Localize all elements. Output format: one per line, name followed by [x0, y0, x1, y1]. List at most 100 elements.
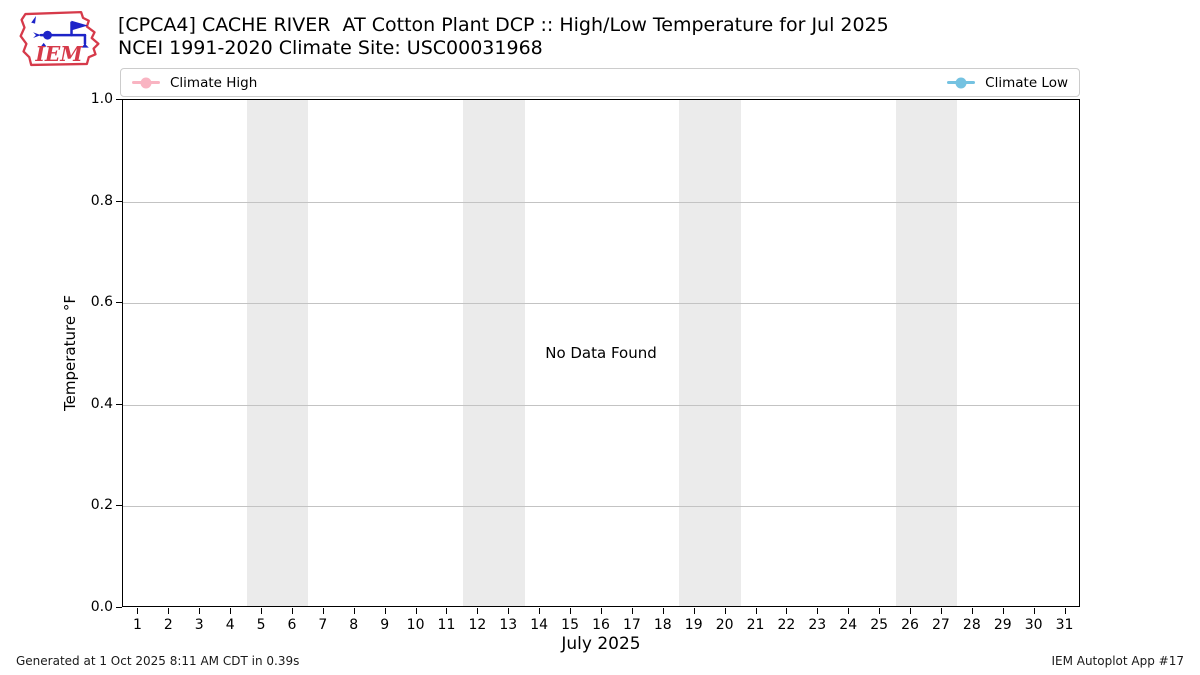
x-tick-label: 26 [901, 617, 919, 633]
x-tick-label: 3 [194, 617, 204, 633]
x-tick-mark [1064, 608, 1066, 614]
x-tick-mark [230, 608, 232, 614]
x-tick-label: 12 [468, 617, 487, 633]
x-tick-mark [291, 608, 293, 614]
x-tick-label: 22 [777, 617, 796, 633]
x-tick-mark [786, 608, 788, 614]
chart-title: [CPCA4] CACHE RIVER AT Cotton Plant DCP … [118, 14, 889, 36]
iem-logo-text: IEM [34, 42, 83, 66]
x-tick-label: 17 [622, 617, 641, 633]
x-tick-mark [415, 608, 417, 614]
x-tick-mark [755, 608, 757, 614]
y-tick-mark [116, 607, 122, 608]
x-tick-mark [353, 608, 355, 614]
x-tick-mark [693, 608, 695, 614]
x-axis-label: July 2025 [561, 634, 641, 654]
legend-label-climate-low: Climate Low [985, 74, 1068, 91]
weekend-band [895, 100, 958, 606]
no-data-message: No Data Found [545, 344, 657, 362]
x-tick-label: 18 [653, 617, 672, 633]
x-tick-mark [662, 608, 664, 614]
x-tick-label: 5 [256, 617, 266, 633]
y-gridline [123, 303, 1079, 305]
x-tick-label: 15 [561, 617, 580, 633]
y-tick-label: 0.8 [90, 192, 113, 209]
x-tick-mark [322, 608, 324, 614]
x-tick-mark [940, 608, 942, 614]
x-tick-mark [631, 608, 633, 614]
chart-subtitle: NCEI 1991-2020 Climate Site: USC00031968 [118, 37, 543, 60]
y-tick-label: 0.4 [90, 395, 113, 412]
x-tick-label: 31 [1055, 617, 1074, 633]
x-tick-label: 10 [406, 617, 425, 633]
x-tick-label: 4 [225, 617, 235, 633]
x-tick-mark [724, 608, 726, 614]
weekend-band [462, 100, 525, 606]
weekend-band [679, 100, 742, 606]
x-tick-label: 9 [380, 617, 390, 633]
legend-item-climate-high: Climate High [132, 75, 257, 91]
y-tick-label: 0.0 [90, 599, 113, 615]
x-tick-label: 25 [870, 617, 889, 633]
x-tick-label: 16 [592, 617, 610, 633]
x-tick-label: 1 [132, 617, 142, 633]
y-tick-label: 0.2 [90, 497, 113, 514]
y-tick-label: 1.0 [90, 91, 113, 107]
x-tick-mark [168, 608, 170, 614]
app-credit: IEM Autoplot App #17 [1051, 654, 1184, 668]
x-tick-label: 30 [1024, 617, 1043, 633]
x-tick-mark [879, 608, 881, 614]
x-tick-label: 8 [349, 617, 359, 633]
y-tick-mark [116, 403, 122, 405]
x-tick-label: 28 [962, 617, 981, 633]
x-tick-label: 2 [163, 617, 173, 633]
x-tick-label: 13 [499, 617, 518, 633]
y-gridline [123, 201, 1079, 203]
x-tick-mark [817, 608, 819, 614]
x-tick-label: 29 [993, 617, 1012, 633]
x-tick-mark [910, 608, 912, 614]
y-gridline [123, 506, 1079, 508]
legend: Climate High Climate Low [120, 68, 1080, 97]
x-tick-mark [1002, 608, 1004, 614]
x-tick-mark [477, 608, 479, 614]
x-tick-label: 6 [287, 617, 297, 633]
x-tick-mark [848, 608, 850, 614]
x-tick-mark [446, 608, 448, 614]
y-tick-mark [116, 99, 122, 100]
x-tick-label: 23 [808, 617, 827, 633]
x-tick-label: 24 [839, 617, 858, 633]
y-gridline [123, 404, 1079, 406]
x-tick-label: 11 [437, 617, 456, 633]
x-tick-mark [137, 608, 139, 614]
y-tick-mark [116, 200, 122, 202]
x-tick-mark [384, 608, 386, 614]
x-tick-mark [570, 608, 572, 614]
legend-item-climate-low: Climate Low [947, 75, 1068, 91]
iem-logo: IEM [12, 6, 108, 72]
weekend-band [246, 100, 309, 606]
x-tick-label: 14 [530, 617, 549, 633]
x-tick-mark [508, 608, 510, 614]
x-tick-mark [539, 608, 541, 614]
x-tick-mark [199, 608, 201, 614]
plot-area: No Data Found [122, 99, 1080, 607]
x-tick-mark [971, 608, 973, 614]
legend-label-climate-high: Climate High [170, 74, 258, 91]
y-tick-mark [116, 505, 122, 507]
x-tick-label: 20 [715, 617, 734, 633]
x-tick-label: 27 [932, 617, 950, 633]
x-tick-mark [1033, 608, 1035, 614]
iowa-outline-weathervane-icon: IEM [19, 10, 100, 66]
x-tick-label: 7 [318, 617, 328, 633]
climate-low-line-marker-icon [947, 77, 976, 88]
x-tick-label: 19 [684, 617, 703, 633]
climate-high-line-marker-icon [132, 77, 160, 88]
x-tick-mark [261, 608, 263, 614]
y-axis-label: Temperature °F [61, 295, 79, 411]
y-tick-label: 0.6 [90, 294, 113, 311]
x-tick-label: 21 [746, 617, 765, 633]
x-tick-mark [601, 608, 602, 614]
y-tick-mark [116, 302, 122, 304]
chart-header: [CPCA4] CACHE RIVER AT Cotton Plant DCP … [118, 14, 889, 60]
